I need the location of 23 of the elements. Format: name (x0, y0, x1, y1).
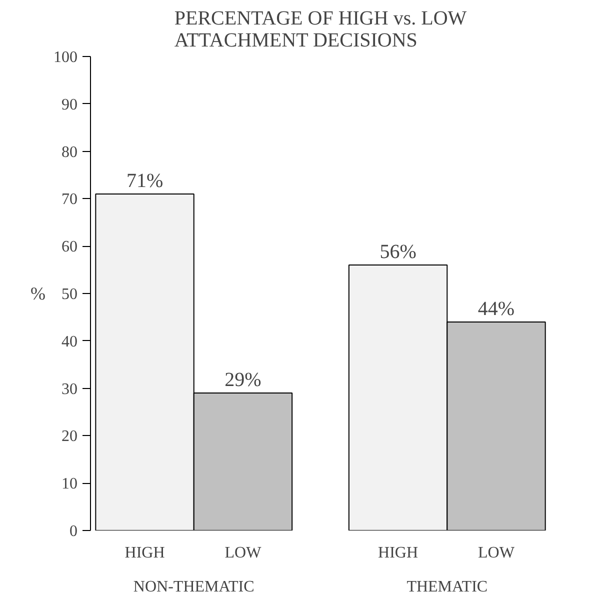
y-tick-label: 20 (62, 428, 78, 446)
data-label: 71% (126, 170, 164, 192)
y-tick-label: 100 (54, 49, 78, 66)
x-tick-label: THEMATIC (406, 578, 488, 596)
chart-title: PERCENTAGE OF HIGH vs. LOW ATTACHMENT DECISIONS (174, 8, 467, 52)
y-tick-label: 60 (62, 238, 78, 256)
y-tick-label: 0 (70, 523, 78, 540)
series-label: LOW (224, 544, 262, 562)
y-tick-label: 10 (62, 476, 78, 493)
y-tick-label: 40 (62, 333, 78, 350)
y-tick-label: 50 (62, 286, 78, 303)
x-tick-label: NON-THEMATIC (133, 578, 254, 596)
y-tick-label: 80 (62, 144, 78, 161)
y-axis-title: % (30, 284, 46, 304)
y-tick-label: 90 (62, 96, 78, 114)
series-label: HIGH (124, 544, 166, 562)
y-tick-label: 70 (62, 191, 78, 208)
data-label: 56% (380, 241, 416, 264)
data-label: 29% (224, 369, 262, 392)
text: LOW (478, 544, 514, 562)
data-label: 44% (478, 298, 515, 320)
text: HIGH (378, 544, 418, 562)
y-tick-label: 30 (62, 380, 78, 398)
